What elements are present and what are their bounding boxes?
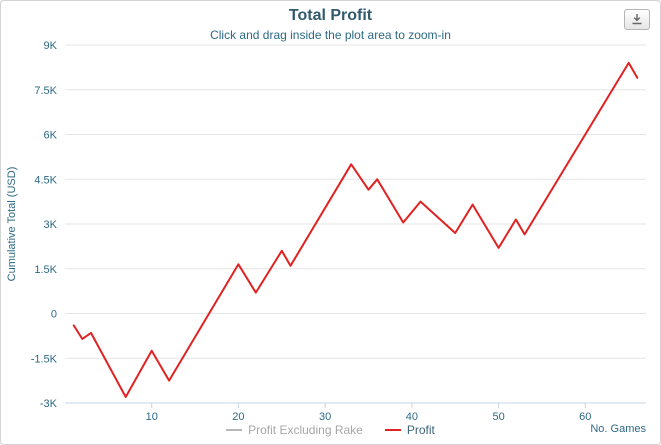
- y-axis-title: Cumulative Total (USD): [6, 167, 18, 282]
- legend-swatch-profit: [384, 429, 401, 431]
- legend-item-profit-excluding-rake[interactable]: Profit Excluding Rake: [226, 423, 363, 437]
- x-axis-title: No. Games: [590, 423, 646, 435]
- legend-item-profit[interactable]: Profit: [384, 423, 435, 437]
- download-icon: [632, 14, 642, 25]
- y-tick-label: 7.5K: [34, 85, 57, 97]
- legend: Profit Excluding Rake Profit: [1, 423, 660, 437]
- x-tick-label: 40: [406, 411, 418, 423]
- x-tick-label: 30: [319, 411, 331, 423]
- legend-label-profit: Profit: [406, 423, 435, 437]
- x-tick-label: 20: [232, 411, 244, 423]
- x-tick-label: 60: [579, 411, 591, 423]
- y-tick-label: 0: [51, 309, 57, 321]
- y-tick-label: -1.5K: [31, 353, 58, 365]
- y-tick-label: 4.5K: [34, 174, 57, 186]
- y-tick-label: -3K: [40, 398, 58, 410]
- x-tick-label: 50: [492, 411, 504, 423]
- y-tick-label: 9K: [44, 40, 58, 52]
- profit-line: [72, 61, 639, 398]
- legend-swatch-excl-rake: [226, 429, 243, 431]
- chart-subtitle: Click and drag inside the plot area to z…: [210, 28, 451, 42]
- y-tick-label: 1.5K: [34, 264, 57, 276]
- legend-label-excl-rake: Profit Excluding Rake: [248, 423, 363, 437]
- y-tick-label: 3K: [44, 219, 58, 231]
- y-tick-label: 6K: [44, 130, 58, 142]
- chart-title: Total Profit: [288, 7, 373, 24]
- export-button[interactable]: [624, 9, 650, 30]
- x-tick-label: 10: [146, 411, 158, 423]
